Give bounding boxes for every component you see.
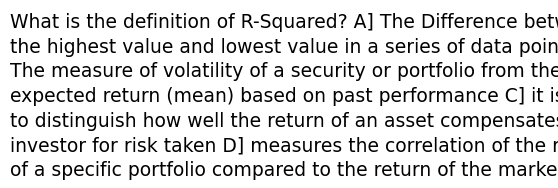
Text: expected return (mean) based on past performance C] it is used: expected return (mean) based on past per…: [10, 87, 558, 106]
Text: investor for risk taken D] measures the correlation of the returns: investor for risk taken D] measures the …: [10, 136, 558, 155]
Text: of a specific portfolio compared to the return of the market.: of a specific portfolio compared to the …: [10, 161, 558, 180]
Text: the highest value and lowest value in a series of data points B]: the highest value and lowest value in a …: [10, 38, 558, 57]
Text: The measure of volatility of a security or portfolio from the: The measure of volatility of a security …: [10, 62, 558, 81]
Text: to distinguish how well the return of an asset compensates the: to distinguish how well the return of an…: [10, 112, 558, 131]
Text: What is the definition of R-Squared? A] The Difference between: What is the definition of R-Squared? A] …: [10, 13, 558, 32]
